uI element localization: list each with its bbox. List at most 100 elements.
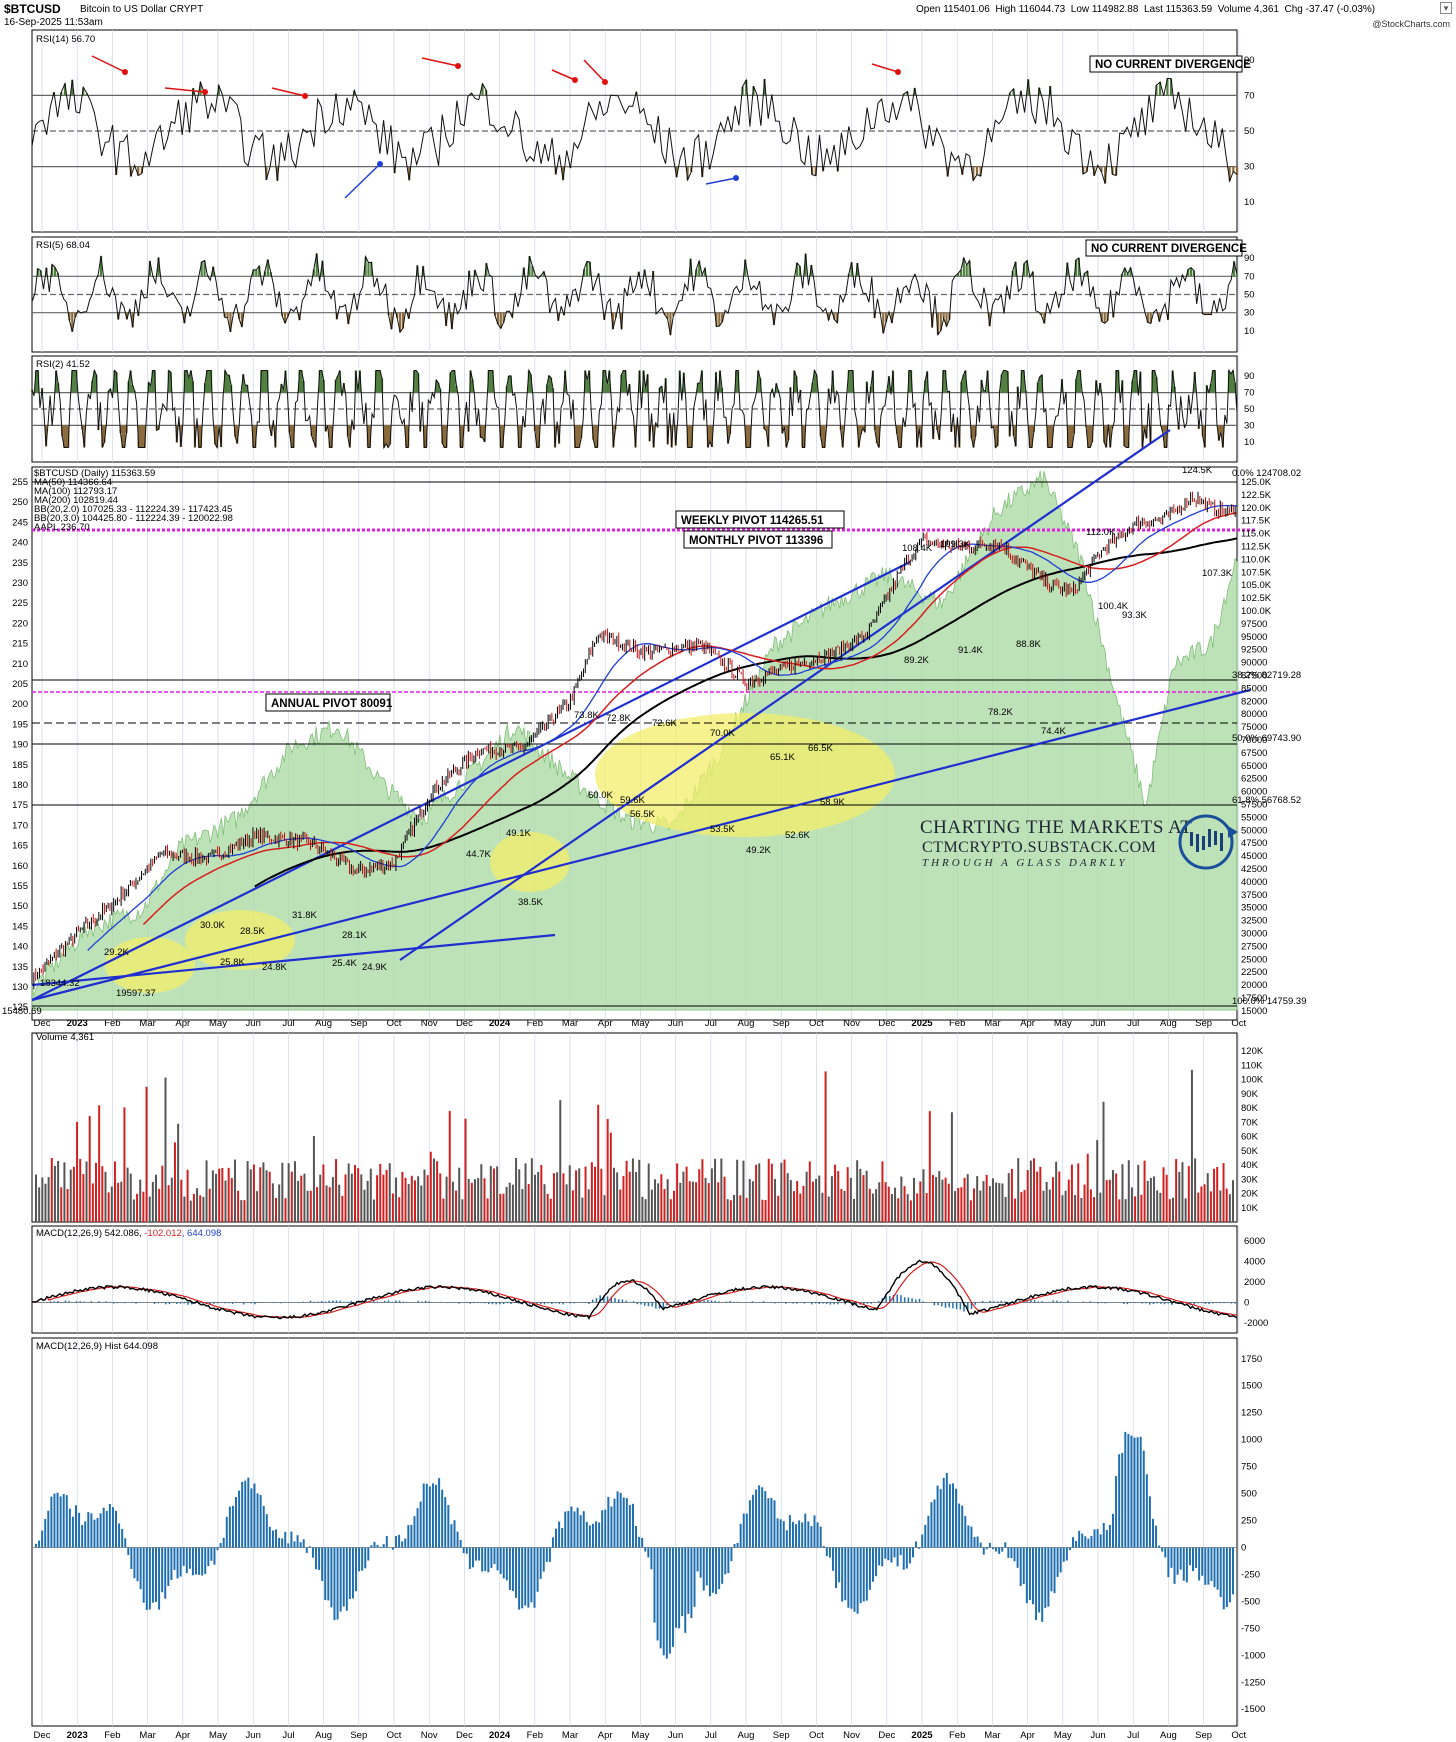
arrow-head bbox=[377, 161, 383, 167]
hist-tick: 1000 bbox=[1241, 1435, 1262, 1446]
price-annotation: 66.5K bbox=[808, 743, 833, 754]
x-axis-label: Oct bbox=[387, 1730, 402, 1741]
x-axis-label: Apr bbox=[1020, 1018, 1035, 1029]
macd-tick: 2000 bbox=[1244, 1277, 1265, 1288]
rsi14-divergence-note-box bbox=[1089, 55, 1243, 73]
x-axis-label: 2024 bbox=[489, 1018, 511, 1029]
volume-tick: 80K bbox=[1241, 1103, 1259, 1114]
right-axis-tick: 65000 bbox=[1241, 761, 1267, 772]
hist-tick: -250 bbox=[1241, 1569, 1260, 1580]
rsi2-tick: 10 bbox=[1244, 437, 1255, 448]
right-axis-tick: 100.0K bbox=[1241, 606, 1272, 617]
x-axis-label: Sep bbox=[773, 1730, 790, 1741]
left-axis-tick: 135 bbox=[12, 962, 28, 973]
bearish-divergence-arrow bbox=[583, 59, 606, 83]
macd-frame bbox=[31, 1225, 1238, 1334]
right-axis-tick: 80000 bbox=[1241, 709, 1267, 720]
right-axis-tick: 117.5K bbox=[1241, 516, 1271, 527]
price-annotation: 52.6K bbox=[785, 830, 810, 841]
x-axis-label: Apr bbox=[175, 1018, 190, 1029]
annual-pivot-label: ANNUAL PIVOT 80091 bbox=[265, 693, 393, 712]
right-axis-tick: 37500 bbox=[1241, 890, 1267, 901]
price-annotation: 73.8K bbox=[574, 710, 599, 721]
rsi14-tick: 30 bbox=[1244, 162, 1255, 173]
right-axis-tick: 57500 bbox=[1241, 800, 1267, 811]
rsi5-tick: 70 bbox=[1244, 271, 1255, 282]
left-axis-tick: 160 bbox=[12, 861, 28, 872]
volume-tick: 60K bbox=[1241, 1132, 1259, 1143]
x-axis-label: Jul bbox=[705, 1730, 717, 1741]
right-axis-tick: 17500 bbox=[1241, 993, 1267, 1004]
x-axis-label: Sep bbox=[773, 1018, 790, 1029]
left-axis-tick: 165 bbox=[12, 841, 28, 852]
price-annotation: 38.5K bbox=[518, 897, 543, 908]
arrow-head bbox=[455, 63, 461, 69]
x-axis-label: Jun bbox=[668, 1730, 683, 1741]
high-value: High 116044.73 bbox=[995, 4, 1066, 15]
x-axis-label: Feb bbox=[104, 1018, 120, 1029]
price-legend-item: BB(20,2.0) 107025.33 - 112224.39 - 11742… bbox=[34, 504, 232, 515]
hist-tick: -500 bbox=[1241, 1596, 1260, 1607]
x-axis-label: Apr bbox=[175, 1730, 190, 1741]
price-annotation: 59.6K bbox=[620, 795, 645, 806]
logo-arrow bbox=[1228, 826, 1238, 838]
rsi5-tick: 30 bbox=[1244, 308, 1255, 319]
price-legend-item: MA(100) 112793.17 bbox=[34, 486, 117, 497]
x-axis-label: Oct bbox=[809, 1018, 824, 1029]
hist-tick: -750 bbox=[1241, 1623, 1260, 1634]
x-axis-label: Nov bbox=[421, 1018, 438, 1029]
arrow-head bbox=[733, 175, 739, 181]
x-axis-label: Mar bbox=[139, 1018, 155, 1029]
left-axis-tick: 130 bbox=[12, 982, 28, 993]
bearish-divergence-arrow bbox=[551, 69, 576, 81]
right-axis-tick: 42500 bbox=[1241, 864, 1267, 875]
logo-ring bbox=[1178, 814, 1234, 870]
price-annotation: 78.2K bbox=[988, 707, 1013, 718]
x-axis-label: Dec bbox=[878, 1018, 895, 1029]
left-axis-tick: 230 bbox=[12, 578, 28, 589]
left-axis-tick: 215 bbox=[12, 639, 28, 650]
right-axis-tick: 95000 bbox=[1241, 632, 1267, 643]
hist-tick: 1500 bbox=[1241, 1381, 1262, 1392]
hist-tick: 500 bbox=[1241, 1489, 1257, 1500]
x-axis-label: May bbox=[209, 1730, 227, 1741]
x-axis-label: Oct bbox=[1231, 1730, 1246, 1741]
x-axis-label: 2024 bbox=[489, 1730, 511, 1741]
arrow-head bbox=[302, 93, 308, 99]
fib-label: 50.0% 69743.90 bbox=[1232, 733, 1301, 744]
price-annotation: 72.8K bbox=[606, 713, 631, 724]
left-axis-tick: 195 bbox=[12, 719, 28, 730]
consolidation-highlight bbox=[105, 937, 195, 993]
monthly-pivot-label-text: MONTHLY PIVOT 113396 bbox=[689, 535, 823, 547]
left-axis-tick: 170 bbox=[12, 820, 28, 831]
left-axis-tick: 155 bbox=[12, 881, 28, 892]
fib-label: 0.0% 124708.02 bbox=[1232, 468, 1301, 479]
right-axis-tick: 87500 bbox=[1241, 671, 1267, 682]
rsi2-tick: 30 bbox=[1244, 420, 1255, 431]
left-axis-tick: 225 bbox=[12, 598, 28, 609]
left-axis-tick: 240 bbox=[12, 538, 28, 549]
x-axis-label: Dec bbox=[34, 1730, 51, 1741]
left-axis-tick: 200 bbox=[12, 699, 28, 710]
close-icon[interactable]: ▾ bbox=[1440, 2, 1452, 14]
rsi5-divergence-note-box bbox=[1085, 239, 1243, 257]
macd-tick: 4000 bbox=[1244, 1257, 1265, 1268]
right-axis-tick: 45000 bbox=[1241, 851, 1267, 862]
weekly-pivot-label: WEEKLY PIVOT 114265.51 bbox=[675, 510, 845, 529]
hist-tick: -1500 bbox=[1241, 1704, 1265, 1715]
right-axis-tick: 25000 bbox=[1241, 954, 1267, 965]
hist-tick: -1000 bbox=[1241, 1650, 1265, 1661]
right-axis-tick: 20000 bbox=[1241, 980, 1267, 991]
price-annotation: 49.2K bbox=[746, 845, 771, 856]
macd-label-part: MACD(12,26,9) 542.086, bbox=[36, 1228, 144, 1239]
right-axis-tick: 60000 bbox=[1241, 787, 1267, 798]
logo-bar bbox=[1214, 831, 1217, 845]
volume-tick: 50K bbox=[1241, 1146, 1259, 1157]
x-axis-label: 2023 bbox=[67, 1018, 88, 1029]
right-axis-tick: 32500 bbox=[1241, 916, 1267, 927]
symbol-title: $BTCUSD bbox=[4, 2, 61, 16]
fib-label: 61.8% 56768.52 bbox=[1232, 795, 1301, 806]
x-axis-label: Jul bbox=[282, 1018, 294, 1029]
right-axis-tick: 110.0K bbox=[1241, 554, 1271, 565]
